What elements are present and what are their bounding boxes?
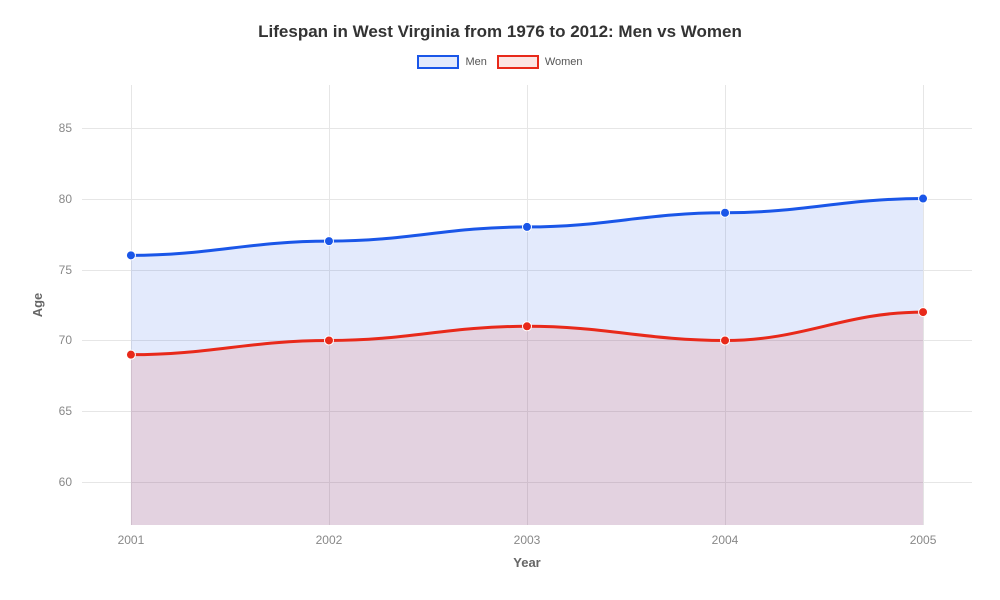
x-tick-label: 2005 [910, 533, 937, 547]
y-tick-label: 85 [59, 121, 72, 135]
data-point-men[interactable] [523, 222, 532, 231]
plot-area: Age Year 6065707580852001200220032004200… [82, 85, 972, 525]
legend-swatch-women [497, 55, 539, 69]
x-tick-label: 2002 [316, 533, 343, 547]
legend-swatch-men [417, 55, 459, 69]
y-axis-title: Age [30, 293, 45, 318]
data-point-men[interactable] [721, 208, 730, 217]
x-tick-label: 2001 [118, 533, 145, 547]
legend-item-men[interactable]: Men [417, 55, 486, 69]
x-tick-label: 2003 [514, 533, 541, 547]
y-tick-label: 75 [59, 263, 72, 277]
data-point-women[interactable] [126, 350, 135, 359]
x-axis-title: Year [513, 555, 540, 570]
data-point-women[interactable] [919, 308, 928, 317]
legend: Men Women [0, 55, 1000, 69]
data-point-women[interactable] [721, 336, 730, 345]
data-point-men[interactable] [324, 237, 333, 246]
y-tick-label: 70 [59, 333, 72, 347]
legend-label-women: Women [545, 56, 583, 68]
x-tick-label: 2004 [712, 533, 739, 547]
legend-label-men: Men [465, 56, 486, 68]
chart-title: Lifespan in West Virginia from 1976 to 2… [0, 22, 1000, 42]
data-point-men[interactable] [126, 251, 135, 260]
y-tick-label: 65 [59, 404, 72, 418]
series-svg [82, 85, 972, 525]
legend-item-women[interactable]: Women [497, 55, 583, 69]
data-point-women[interactable] [523, 322, 532, 331]
data-point-men[interactable] [919, 194, 928, 203]
y-tick-label: 60 [59, 475, 72, 489]
data-point-women[interactable] [324, 336, 333, 345]
y-tick-label: 80 [59, 192, 72, 206]
